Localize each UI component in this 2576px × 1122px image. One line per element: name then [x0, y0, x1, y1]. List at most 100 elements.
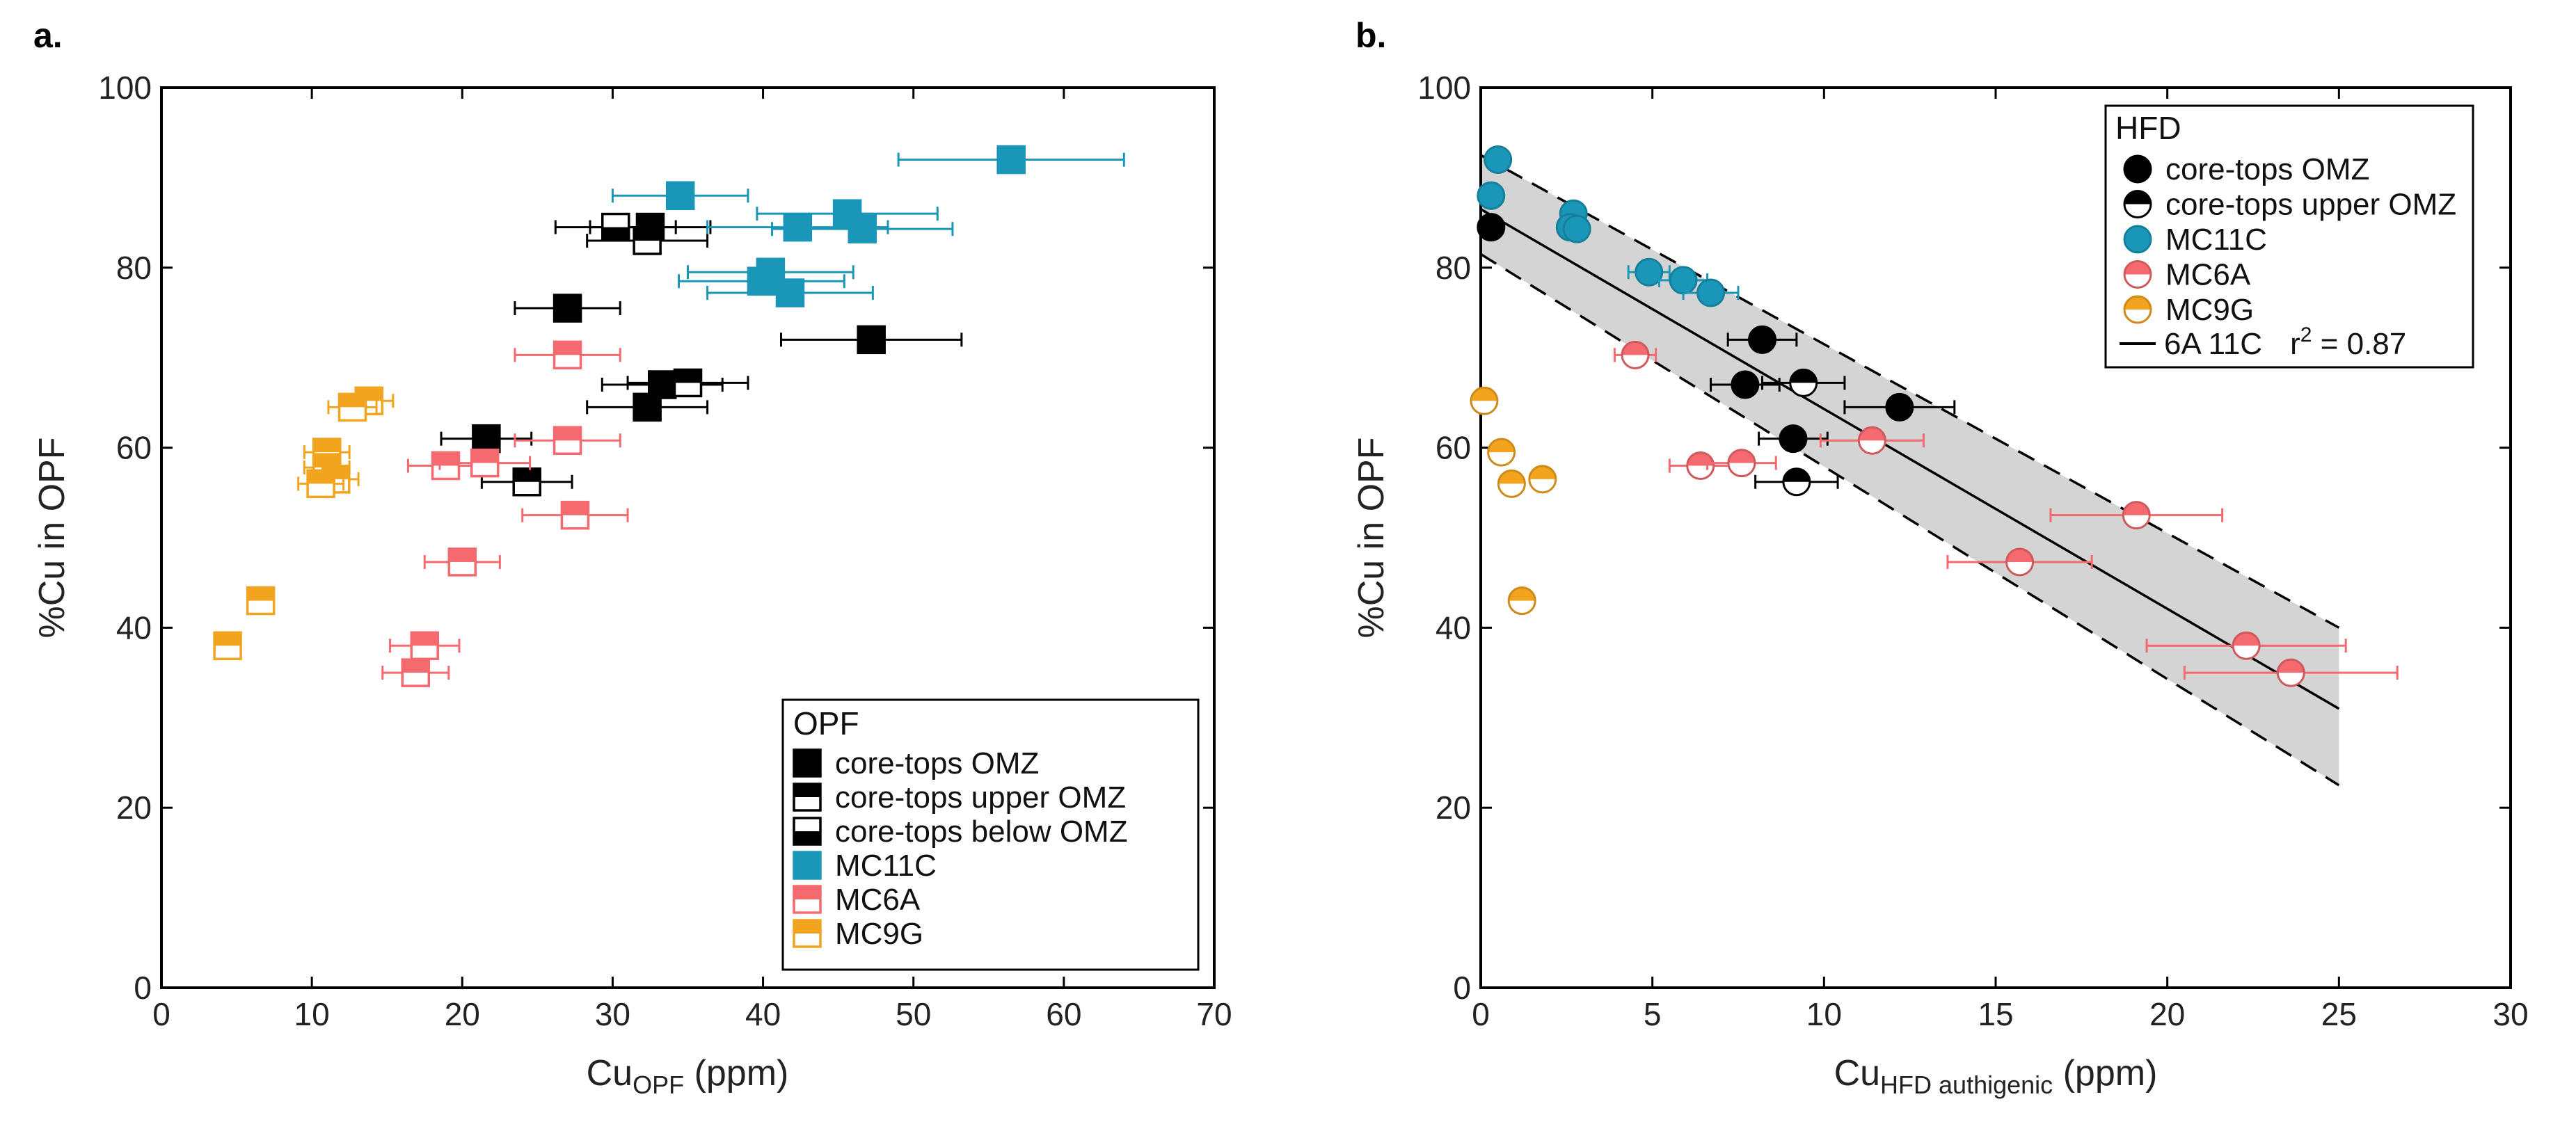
panel-b-x-tick-label: 15	[1978, 996, 2013, 1032]
panel-a-legend-label-core-tops-below-omz: core-tops below OMZ	[835, 815, 1128, 849]
panel-a-point-mc11c	[775, 278, 805, 307]
panel-a-legend-marker-core-tops-omz-outline	[793, 748, 822, 778]
panel-b-series-mc9g	[1470, 386, 1557, 616]
panel-a-legend-box	[781, 698, 1200, 971]
panel-b-legend-label-mc11c: MC11C	[2165, 223, 2267, 257]
panel-a-frame	[160, 86, 1216, 989]
panel-b-legend-box	[2104, 104, 2474, 369]
panel-a-point-mc9g-outline	[337, 392, 367, 422]
panel-b-point-mc6a	[1727, 449, 1756, 478]
panel-b-point-core-tops-omz-fill	[1477, 214, 1504, 241]
panel-a-legend-marker-mc11c	[793, 851, 822, 880]
panel-b-label: b.	[1355, 16, 1386, 55]
panel-a-series-core-tops-below-omz	[554, 212, 677, 242]
panel-a-legend-marker-core-tops-upper-omz-fill	[794, 784, 820, 797]
panel-b-legend-marker-core-tops-omz	[2123, 154, 2152, 184]
panel-b-point-mc6a	[1686, 451, 1715, 480]
panel-b-legend-marker-core-tops-upper-omz-outline	[2123, 190, 2152, 218]
panel-b-point-mc6a	[2122, 501, 2151, 530]
panel-b-x-axis-label: CuHFD authigenic (ppm)	[1834, 1053, 2158, 1099]
panel-b-point-mc6a-fill	[1859, 427, 1886, 441]
panel-b-point-mc11c-outline	[1484, 145, 1513, 175]
panel-a-point-mc6a-fill	[449, 548, 476, 562]
panel-a-y-axis-label: %Cu in OPF	[32, 438, 72, 639]
panel-a-legend-label-core-tops-omz: core-tops OMZ	[835, 746, 1039, 780]
panel-b-y-tick-label: 20	[1436, 790, 1471, 826]
panel-a-point-mc6a-fill	[554, 342, 581, 355]
panel-b-point-mc6a-fill	[1728, 449, 1755, 463]
panel-b-legend-marker-mc9g-outline	[2123, 295, 2152, 324]
panel-b-legend-label-mc6a: MC6A	[2165, 258, 2251, 292]
panel-a-y-tick-label: 40	[116, 609, 152, 646]
panel-b-point-mc9g	[1507, 586, 1536, 616]
panel-b-point-mc6a-fill	[1622, 342, 1648, 355]
panel-b-point-mc6a-outline	[2122, 501, 2151, 530]
panel-b-legend-marker-core-tops-upper-omz	[2123, 190, 2152, 218]
panel-b-point-core-tops-omz-outline	[1885, 392, 1914, 422]
panel-b-point-mc11c-outline	[1696, 278, 1726, 307]
panel-a-legend-marker-core-tops-omz-fill	[794, 750, 820, 776]
panel-b-legend-marker-mc6a-fill	[2124, 261, 2151, 275]
panel-a-point-core-tops-omz-fill	[634, 394, 661, 421]
panel-a-point-mc6a-fill	[402, 659, 429, 673]
panel-a-point-mc6a	[447, 547, 477, 577]
confidence-band-fill	[1481, 155, 2339, 785]
panel-a-point-mc6a-outline	[552, 340, 582, 370]
panel-b-y-tick-label: 100	[1417, 70, 1471, 106]
panel-b-point-mc6a	[2232, 631, 2261, 660]
panel-b-point-mc9g-outline	[1528, 465, 1557, 494]
panel-b-point-mc6a-outline	[1857, 426, 1886, 455]
panel-b-series-mc11c	[1477, 145, 1740, 307]
panel-b-y-axis-label: %Cu in OPF	[1351, 438, 1392, 639]
panel-a-point-mc11c	[665, 181, 695, 211]
panel-a-point-mc11c-fill	[784, 214, 811, 241]
panel-a-x-tick-label: 50	[896, 996, 931, 1032]
panel-a-legend-marker-core-tops-omz	[793, 748, 822, 778]
panel-a-legend-marker-mc9g	[793, 919, 822, 948]
panel-b-point-mc6a-outline	[2276, 658, 2305, 687]
panel-b-point-mc6a	[1857, 426, 1886, 455]
panel-b-legend-marker-core-tops-upper-omz-fill	[2124, 191, 2151, 205]
panel-a-point-core-tops-upper-omz-fill	[634, 227, 661, 241]
panel-a-point-mc6a-fill	[411, 632, 438, 646]
panel-a-point-mc6a-outline	[552, 426, 582, 455]
panel-a-y-tick-label: 60	[116, 430, 152, 466]
panel-b-point-core-tops-upper-omz-outline	[1782, 467, 1811, 497]
panel-b-point-core-tops-omz	[1885, 392, 1914, 422]
panel-a-y-tick-label: 100	[98, 70, 152, 106]
panel-a-point-mc6a-outline	[560, 500, 590, 530]
panel-a-point-mc6a-fill	[562, 502, 589, 515]
panel-a-legend-marker-core-tops-upper-omz-outline	[793, 783, 822, 812]
panel-a-point-mc11c-outline	[775, 278, 805, 307]
panel-b-point-mc11c	[1635, 257, 1664, 287]
panel-a-point-mc6a-outline	[431, 451, 461, 481]
panel-b-point-core-tops-omz	[1748, 325, 1777, 354]
panel-b-point-mc11c-fill	[1635, 259, 1662, 286]
panel-a-point-core-tops-omz	[857, 325, 886, 355]
panel-b-point-mc11c	[1562, 214, 1591, 243]
panel-b-point-mc6a	[2005, 547, 2035, 577]
panel-b-plot-area	[1470, 145, 2399, 687]
panel-b-point-mc6a-outline	[1686, 451, 1715, 480]
panel-b-point-core-tops-omz	[1731, 370, 1760, 399]
panel-a-x-tick-label: 10	[294, 996, 330, 1032]
panel-b: b. 0 5 10 15 20 25 30 0 20 40 60 80 100 CuHFD authig…	[1351, 16, 2529, 1099]
panel-a-point-core-tops-omz-outline	[633, 392, 662, 422]
panel-a-point-mc11c	[747, 266, 777, 296]
panel-a-point-mc11c-outline	[747, 266, 777, 296]
panel-a-point-mc11c-outline	[665, 181, 695, 211]
panel-a-legend-label-mc6a: MC6A	[835, 883, 921, 917]
panel-b-point-mc9g	[1470, 386, 1499, 415]
panel-a-legend-marker-mc6a	[793, 885, 822, 914]
panel-b-x-tick-label: 5	[1644, 996, 1662, 1032]
panel-b-point-mc11c-fill	[1697, 280, 1724, 307]
panel-b-point-core-tops-omz-outline	[1779, 424, 1808, 454]
panel-a-point-core-tops-upper-omz-fill	[514, 468, 541, 482]
panel-a-legend-marker-core-tops-below-omz	[793, 817, 822, 846]
panel-a-point-core-tops-omz-fill	[858, 326, 885, 353]
panel-a-point-mc11c-outline	[996, 145, 1026, 175]
panel-b-point-mc9g-outline	[1470, 386, 1499, 415]
panel-a-point-mc9g-fill	[308, 470, 335, 484]
